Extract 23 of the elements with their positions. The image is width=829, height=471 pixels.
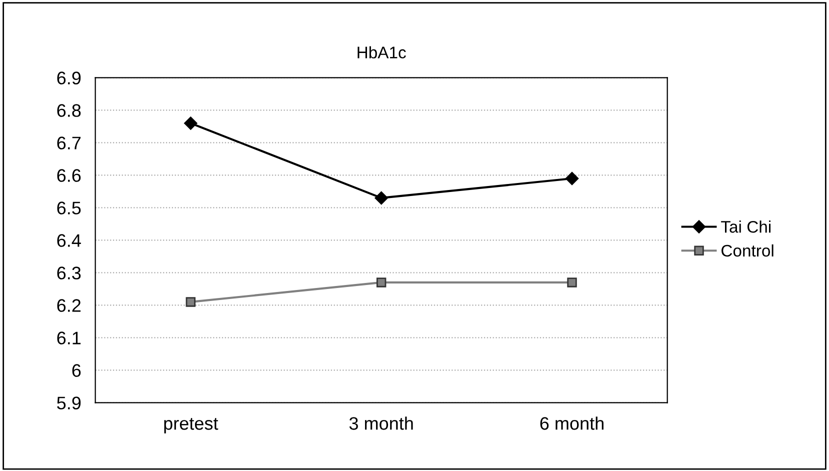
y-tick-label: 6.4: [57, 234, 81, 247]
y-tick-label: 6: [72, 364, 81, 377]
point: [184, 116, 198, 130]
point: [565, 172, 579, 186]
y-tick-label: 6.7: [57, 136, 81, 150]
y-tick-label: 6.9: [57, 72, 81, 84]
legend-label: Tai Chi: [721, 220, 770, 233]
x-tick-label: pretest: [164, 418, 218, 434]
legend-label: Control: [722, 244, 774, 257]
y-tick-label: 6.6: [57, 169, 81, 182]
point: [376, 278, 386, 288]
y-tick-label: 6.1: [57, 332, 81, 344]
y-tick-label: 6.5: [57, 202, 81, 214]
x-tick-label: 6 month: [540, 416, 604, 430]
chart-title: HbA1c: [358, 46, 406, 58]
point: [374, 191, 388, 205]
y-tick-label: 5.9: [57, 396, 81, 410]
point: [186, 297, 196, 307]
y-tick-label: 6.3: [57, 266, 81, 280]
point: [567, 278, 577, 288]
x-tick-label: 3 month: [349, 416, 413, 430]
y-tick-label: 6.8: [57, 104, 81, 117]
y-tick-label: 6.2: [57, 299, 81, 312]
